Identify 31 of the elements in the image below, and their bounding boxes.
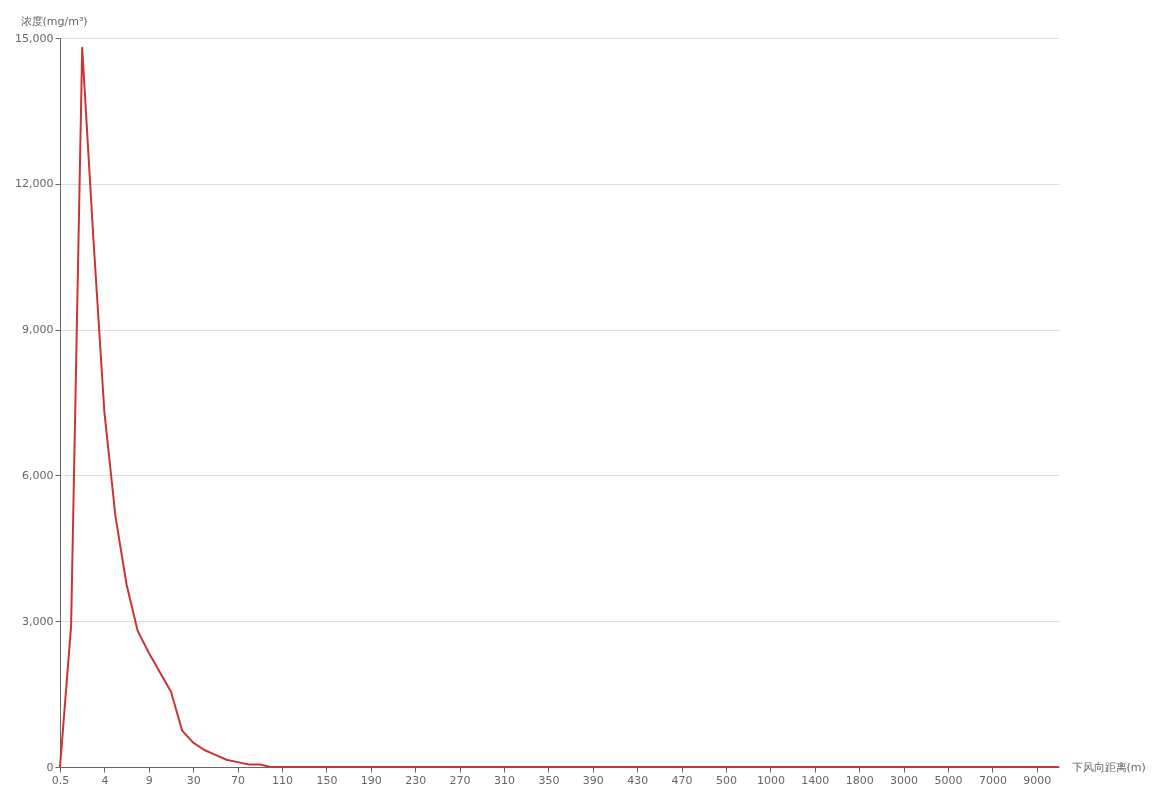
x-tick-label: 7000: [978, 773, 1007, 787]
x-tick-label: 4: [101, 773, 109, 787]
x-tick-label: 0.5: [51, 773, 70, 787]
y-tick-label: 15,000: [15, 31, 54, 45]
x-tick-label: 150: [316, 773, 338, 787]
x-tick-label: 310: [494, 773, 515, 787]
x-tick-label: 3000: [890, 773, 919, 787]
x-tick-label: 270: [449, 773, 471, 787]
x-tick-label: 1400: [801, 773, 830, 787]
x-tick-label: 70: [231, 773, 246, 787]
x-tick-label: 9000: [1023, 773, 1052, 787]
y-tick-label: 3,000: [22, 614, 54, 628]
x-tick-label: 1800: [845, 773, 874, 787]
x-tick-label: 390: [582, 773, 604, 787]
x-tick-label: 470: [671, 773, 693, 787]
x-tick-label: 350: [538, 773, 560, 787]
x-tick-label: 30: [186, 773, 201, 787]
x-tick-label: 1000: [756, 773, 785, 787]
x-axis-title: 下风向距离(m): [1071, 760, 1146, 774]
x-tick-label: 430: [627, 773, 649, 787]
x-tick-label: 5000: [934, 773, 963, 787]
y-tick-label: 9,000: [22, 323, 54, 337]
y-axis-title: 浓度(mg/m³): [20, 14, 88, 28]
y-tick-label: 12,000: [15, 177, 54, 191]
x-tick-label: 110: [272, 773, 293, 787]
y-tick-label: 6,000: [22, 468, 54, 482]
x-tick-label: 190: [360, 773, 382, 787]
x-tick-label: 230: [405, 773, 427, 787]
x-tick-label: 500: [716, 773, 737, 787]
x-tick-label: 9: [145, 773, 153, 787]
y-tick-label: 0: [46, 760, 54, 774]
